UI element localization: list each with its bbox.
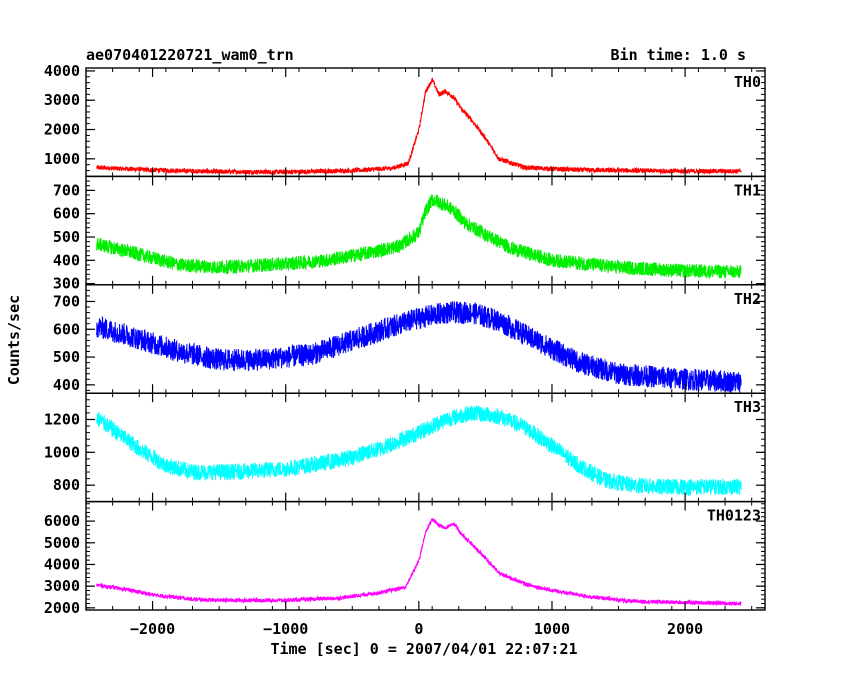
x-tick-label: 0 <box>414 620 423 638</box>
panel-th2: 400 500 600 700 TH2 <box>53 284 766 394</box>
x-axis-label: Time [sec] 0 = 2007/04/01 22:07:21 <box>270 640 577 658</box>
y-tick-label: 600 <box>53 205 80 223</box>
y-tick-label: 700 <box>53 292 80 310</box>
y-tick-label: 2000 <box>44 121 80 139</box>
y-tick-label: 500 <box>53 228 80 246</box>
bin-time-label: Bin time: 1.0 s <box>611 46 746 64</box>
x-tick-label: −1000 <box>263 620 308 638</box>
panel-th1: 300 400 500 600 700 TH1 <box>53 175 766 293</box>
y-tick-label: 4000 <box>44 62 80 80</box>
x-tick-label: 2000 <box>667 620 703 638</box>
panel-label: TH2 <box>734 290 761 308</box>
plot-title: ae070401220721_wam0_trn <box>86 46 294 64</box>
panel-frame <box>85 500 766 611</box>
y-tick-label: 300 <box>53 275 80 293</box>
panel-th0123: 2000 3000 4000 5000 6000 TH0123 <box>44 500 766 617</box>
y-tick-label: 400 <box>53 376 80 394</box>
series-th2-line <box>96 300 742 394</box>
panel-th3: 800 1000 1200 TH3 <box>44 392 766 503</box>
y-tick-label: 3000 <box>44 577 80 595</box>
y-tick-label: 1000 <box>44 443 80 461</box>
y-tick-label: 500 <box>53 348 80 366</box>
y-tick-label: 1200 <box>44 410 80 428</box>
panel-label: TH0123 <box>707 507 761 525</box>
x-tick-label: −2000 <box>130 620 175 638</box>
y-tick-label: 600 <box>53 320 80 338</box>
y-tick-label: 700 <box>53 181 80 199</box>
y-tick-label: 5000 <box>44 534 80 552</box>
x-tick-label: 1000 <box>534 620 570 638</box>
panel-th0: 1000 2000 3000 4000 TH0 <box>44 62 766 178</box>
series-th0-line <box>96 77 742 176</box>
y-tick-label: 6000 <box>44 512 80 530</box>
y-tick-label: 4000 <box>44 555 80 573</box>
y-tick-label: 400 <box>53 251 80 269</box>
y-axis-label: Counts/sec <box>5 295 23 385</box>
panel-label: TH0 <box>734 73 761 91</box>
y-tick-label: 1000 <box>44 150 80 168</box>
series-th0123-line <box>96 517 742 607</box>
panel-label: TH3 <box>734 398 761 416</box>
y-tick-label: 3000 <box>44 91 80 109</box>
panel-label: TH1 <box>734 181 761 199</box>
y-tick-label: 2000 <box>44 599 80 617</box>
y-tick-label: 800 <box>53 476 80 494</box>
series-th1-line <box>96 194 742 280</box>
panel-frame <box>85 67 766 178</box>
series-th3-line <box>96 405 742 497</box>
